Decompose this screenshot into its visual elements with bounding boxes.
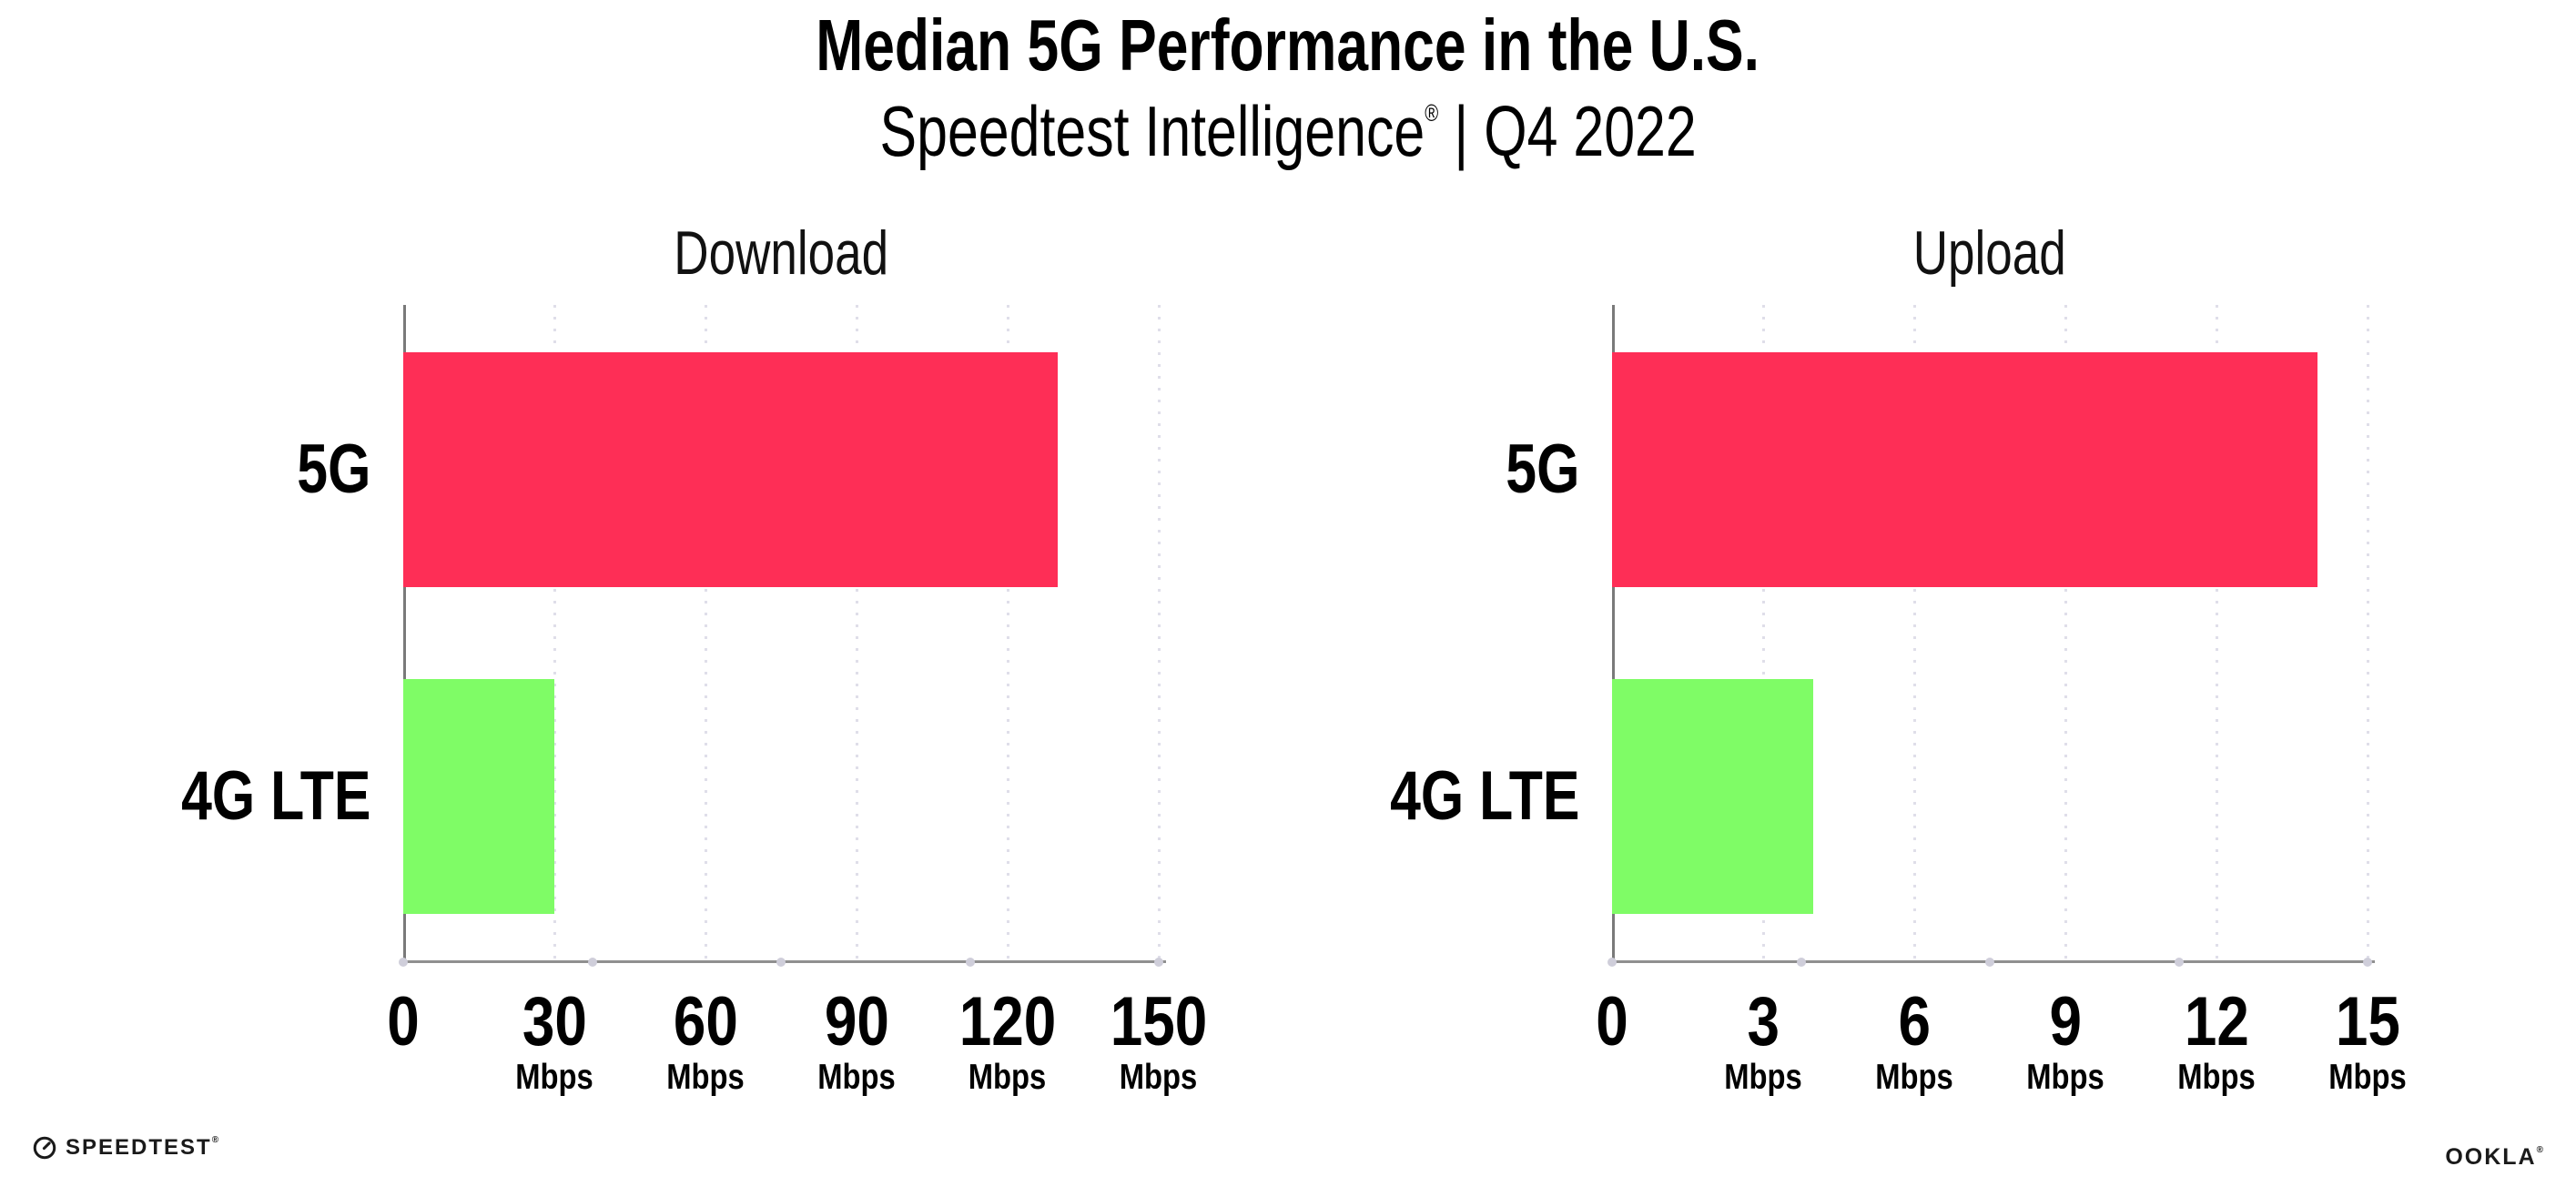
x-tick: 15 Mbps (2328, 983, 2407, 1097)
y-axis-line (403, 305, 406, 963)
axis-tick-dot (1154, 958, 1163, 967)
axis-tick-dot (776, 958, 786, 967)
subtitle-separator: | (1454, 91, 1469, 171)
speedtest-wordmark: SPEEDTEST® (66, 1135, 219, 1160)
axis-tick-dot (1985, 958, 1994, 967)
ookla-wordmark: OOKLA (2445, 1144, 2537, 1170)
gridline (1913, 305, 1916, 960)
category-label-5g: 5G (1505, 431, 1579, 508)
axis-tick-dot (2363, 958, 2372, 967)
x-tick: 30 Mbps (515, 983, 593, 1097)
speedtest-gauge-icon (32, 1135, 57, 1161)
y-axis-line (1612, 305, 1615, 963)
registered-mark: ® (1425, 99, 1439, 127)
x-tick: 9 Mbps (2026, 983, 2104, 1097)
upload-4g-lte-bar (1612, 679, 1814, 914)
gridline (2064, 305, 2067, 960)
speedtest-logo: SPEEDTEST® (32, 1135, 218, 1161)
gridline (705, 305, 707, 960)
gridline (553, 305, 556, 960)
x-tick: 0 (387, 983, 420, 1060)
x-tick: 12 Mbps (2177, 983, 2256, 1097)
upload-5g-bar (1612, 352, 2317, 587)
axis-tick-dot (2174, 958, 2184, 967)
category-label-4g-lte: 4G LTE (180, 757, 370, 835)
x-tick: 3 Mbps (1724, 983, 1802, 1097)
x-tick: 0 (1596, 983, 1628, 1060)
download-plot: 5G 4G LTE (181, 305, 1166, 967)
speedtest-trademark: ® (211, 1135, 219, 1145)
gridline (856, 305, 858, 960)
download-x-axis: 0 30 Mbps 60 Mbps 90 Mbps 120 Mbps 150 M… (387, 983, 1207, 1106)
download-5g-bar (403, 352, 1059, 587)
axis-tick-dot (399, 958, 408, 967)
x-tick: 150 Mbps (1110, 983, 1208, 1097)
axis-tick-dot (587, 958, 597, 967)
gridline (1762, 305, 1765, 960)
x-tick: 60 Mbps (666, 983, 745, 1097)
gridline (1158, 305, 1161, 960)
subtitle-period: Q4 2022 (1484, 91, 1697, 171)
ookla-trademark: ® (2536, 1145, 2543, 1155)
download-chart-title: Download (674, 218, 888, 288)
category-label-4g-lte: 4G LTE (1389, 757, 1579, 835)
x-tick: 6 Mbps (1875, 983, 1953, 1097)
gridline (2367, 305, 2369, 960)
download-chart: Download 5G 4G LTE 0 30 M (181, 218, 1208, 1129)
axis-tick-dot (1607, 958, 1617, 967)
axis-tick-dot (1796, 958, 1806, 967)
page-title: Median 5G Performance in the U.S. (816, 5, 1760, 86)
upload-chart: Upload 5G 4G LTE 0 3 Mbps (1390, 218, 2407, 1129)
subtitle-brand: Speedtest Intelligence (879, 91, 1425, 171)
upload-x-axis: 0 3 Mbps 6 Mbps 9 Mbps 12 Mbps 15 Mbps (1596, 983, 2407, 1106)
gridline (2216, 305, 2218, 960)
ookla-logo: OOKLA® (2445, 1144, 2543, 1171)
category-label-5g: 5G (296, 431, 370, 508)
x-tick: 120 Mbps (958, 983, 1057, 1097)
gridline (1007, 305, 1009, 960)
x-tick: 90 Mbps (817, 983, 896, 1097)
upload-plot: 5G 4G LTE (1390, 305, 2375, 967)
page-subtitle: Speedtest Intelligence® | Q4 2022 (0, 91, 2576, 188)
axis-tick-dot (965, 958, 975, 967)
upload-chart-title: Upload (1912, 218, 2067, 288)
download-4g-lte-bar (403, 679, 554, 914)
